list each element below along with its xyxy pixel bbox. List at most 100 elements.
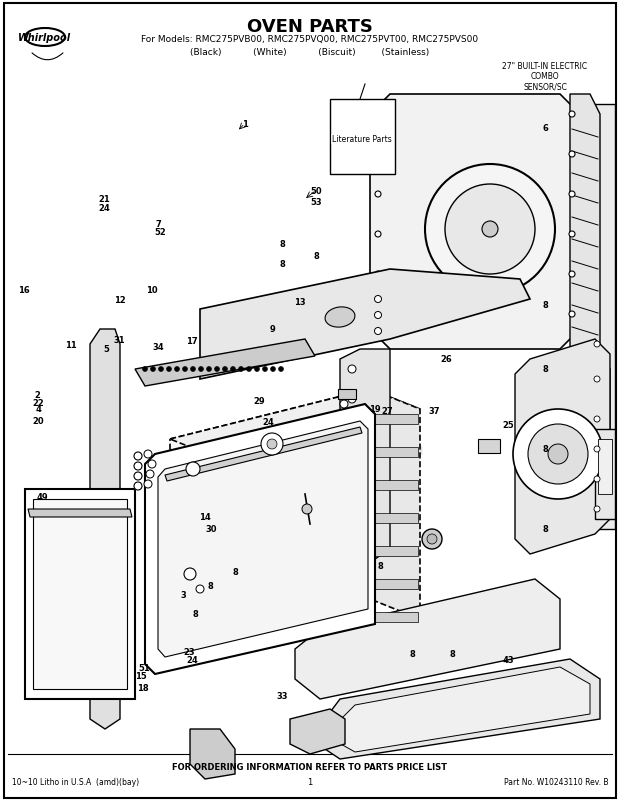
Text: 8: 8 [378,561,384,570]
Circle shape [348,516,356,524]
Polygon shape [290,709,345,754]
Text: 16: 16 [18,286,29,295]
Circle shape [134,463,142,471]
Text: 3: 3 [180,590,186,600]
Circle shape [302,504,312,514]
Text: 18: 18 [137,683,148,692]
Polygon shape [25,489,135,699]
Text: 20: 20 [33,416,44,426]
Text: Whirlpool: Whirlpool [19,33,71,43]
Text: 9: 9 [270,324,276,334]
Circle shape [594,447,600,452]
Polygon shape [190,729,235,779]
Text: 43: 43 [503,654,514,664]
Polygon shape [372,546,418,557]
Bar [338,390,356,399]
Text: 27" BUILT-IN ELECTRIC
COMBO
SENSOR/SC: 27" BUILT-IN ELECTRIC COMBO SENSOR/SC [502,62,588,91]
Polygon shape [372,448,418,457]
Text: 14: 14 [199,512,210,522]
Text: 8: 8 [208,581,214,590]
Text: 8: 8 [313,252,319,261]
Bar [598,439,612,494]
Polygon shape [370,95,580,350]
Circle shape [594,416,600,423]
Circle shape [594,476,600,482]
Circle shape [445,184,535,274]
Circle shape [375,152,381,158]
Circle shape [267,439,277,449]
Polygon shape [295,579,560,699]
Circle shape [513,410,603,500]
Polygon shape [340,350,390,569]
Text: 8: 8 [279,260,285,269]
Circle shape [348,456,356,464]
Circle shape [375,272,381,277]
Text: 8: 8 [232,567,239,577]
Circle shape [594,506,600,512]
Circle shape [144,480,152,488]
Circle shape [374,296,381,303]
Polygon shape [595,429,615,520]
Circle shape [134,452,142,460]
Polygon shape [28,509,132,517]
Circle shape [239,367,244,372]
Text: 37: 37 [428,406,440,415]
Text: 8: 8 [192,609,198,618]
Circle shape [348,426,356,433]
Polygon shape [33,500,127,689]
Circle shape [184,569,196,581]
Circle shape [247,367,252,372]
Polygon shape [372,513,418,524]
Circle shape [340,400,348,408]
Circle shape [134,472,142,480]
Text: 1: 1 [242,119,248,129]
Circle shape [262,367,267,372]
Text: OVEN PARTS: OVEN PARTS [247,18,373,36]
Text: 24: 24 [99,204,110,213]
Circle shape [151,367,156,372]
Text: 8: 8 [542,364,549,374]
Polygon shape [145,404,375,674]
Text: 34: 34 [153,342,164,352]
Bar [330,100,395,175]
Circle shape [375,111,381,118]
Circle shape [374,328,381,335]
Bar [478,439,500,453]
Circle shape [134,482,142,490]
Circle shape [569,312,575,318]
Text: 4: 4 [35,404,42,414]
Circle shape [148,460,156,468]
Polygon shape [135,339,315,387]
Text: 8: 8 [409,649,415,658]
Text: 21: 21 [99,194,110,204]
Circle shape [348,395,356,403]
Text: 2: 2 [34,390,40,399]
Text: 17: 17 [187,336,198,346]
Polygon shape [590,105,615,529]
Polygon shape [90,330,120,729]
Polygon shape [580,350,610,509]
Circle shape [144,451,152,459]
Circle shape [569,192,575,198]
Text: 49: 49 [37,492,48,502]
Ellipse shape [25,29,65,47]
Text: 29: 29 [254,396,265,406]
Circle shape [482,221,498,237]
Circle shape [231,367,236,372]
Text: 53: 53 [311,197,322,207]
Text: 5: 5 [104,344,110,354]
Text: 1: 1 [308,777,312,786]
Polygon shape [325,667,590,752]
Polygon shape [310,659,600,759]
Text: 24: 24 [187,654,198,664]
Text: 27: 27 [382,406,393,415]
Circle shape [375,192,381,198]
Circle shape [198,367,203,372]
Text: 10~10 Litho in U.S.A  (amd)(bay): 10~10 Litho in U.S.A (amd)(bay) [12,777,139,786]
Circle shape [569,152,575,158]
Circle shape [215,367,219,372]
Circle shape [167,367,172,372]
Text: 15: 15 [136,671,147,681]
Polygon shape [158,422,368,657]
Text: Literature Parts: Literature Parts [332,136,392,144]
